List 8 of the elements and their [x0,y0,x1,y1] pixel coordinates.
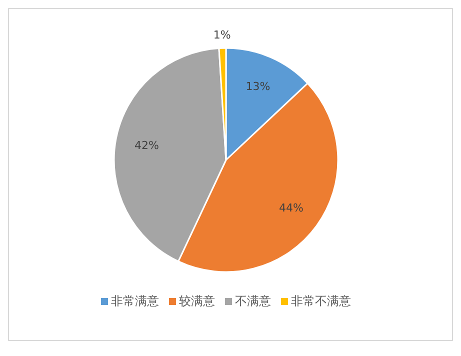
data-label: 44% [279,201,304,214]
legend-label: 非常满意 [111,294,159,308]
data-label: 1% [213,28,231,42]
legend-label: 较满意 [179,294,215,308]
legend-label: 非常不满意 [291,294,351,308]
legend-label: 不满意 [235,294,271,308]
data-label: 42% [134,138,160,152]
data-label: 13% [246,80,270,93]
